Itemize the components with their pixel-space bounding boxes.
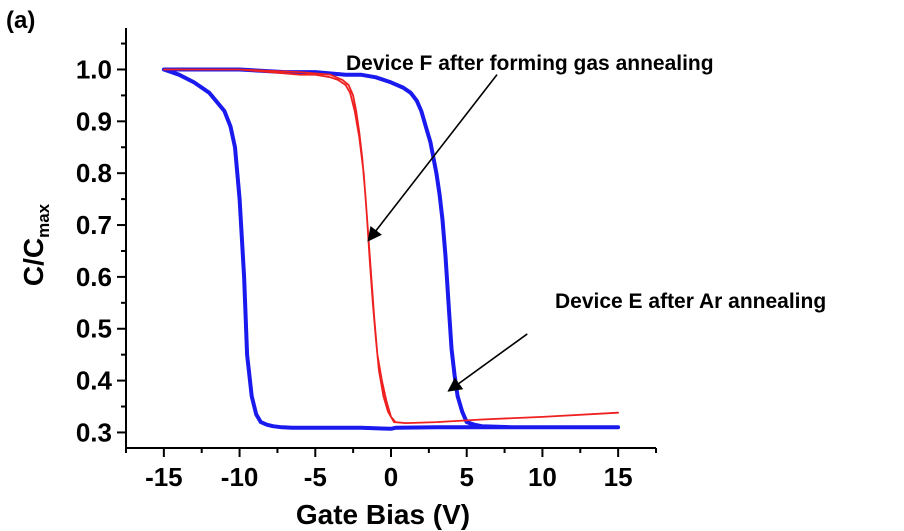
series-layer <box>161 67 621 431</box>
y-tick-label: 0.7 <box>76 210 112 240</box>
x-tick-label: 15 <box>604 462 633 492</box>
y-axis-ticks: 0.3 0.4 0.5 0.6 0.7 0.8 0.9 1.0 <box>76 42 126 447</box>
x-axis-ticks: -15 -10 -5 0 5 10 15 <box>125 448 657 492</box>
x-tick-label: 0 <box>384 462 398 492</box>
y-axis-title-main: C/C <box>18 238 49 286</box>
y-axis-title: C/Cmax <box>18 203 53 286</box>
series-device-f-curve <box>162 68 619 425</box>
x-axis-title: Gate Bias (V) <box>296 499 470 530</box>
x-tick-label: 5 <box>459 462 473 492</box>
x-tick-label: 10 <box>528 462 557 492</box>
x-tick-label: -15 <box>145 462 183 492</box>
y-tick-label: 0.9 <box>76 106 112 136</box>
y-tick-label: 1.0 <box>76 54 112 84</box>
y-tick-label: 0.5 <box>76 314 112 344</box>
annotation-device-f: Device F after forming gas annealing <box>346 52 714 75</box>
panel-label: (a) <box>6 7 35 34</box>
y-axis-title-subscript: max <box>34 203 53 238</box>
annotation-arrow-device-f <box>367 74 498 242</box>
y-tick-label: 0.6 <box>76 262 112 292</box>
annotation-arrows <box>367 74 528 392</box>
x-tick-label: -10 <box>221 462 259 492</box>
annotation-arrow-device-e <box>447 333 528 392</box>
y-tick-label: 0.8 <box>76 158 112 188</box>
x-tick-label: -5 <box>304 462 327 492</box>
annotation-device-e: Device E after Ar annealing <box>555 290 826 313</box>
y-tick-label: 0.4 <box>76 366 113 396</box>
y-tick-label: 0.3 <box>76 417 112 447</box>
series-device-e-curve <box>161 67 621 431</box>
